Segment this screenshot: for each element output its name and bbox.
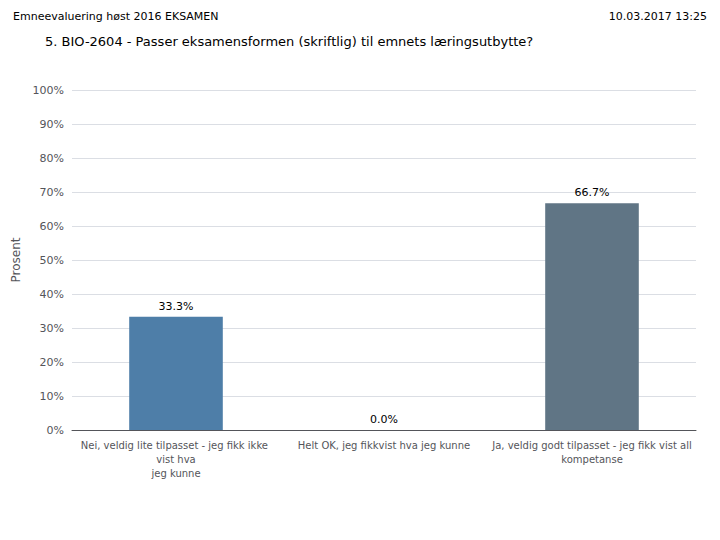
svg-text:60%: 60% xyxy=(40,220,64,233)
svg-text:30%: 30% xyxy=(40,322,64,335)
svg-text:Ja, veldig godt tilpasset - je: Ja, veldig godt tilpasset - jeg fikk vis… xyxy=(491,440,691,451)
svg-text:100%: 100% xyxy=(33,84,64,97)
svg-text:70%: 70% xyxy=(40,186,64,199)
svg-text:66.7%: 66.7% xyxy=(575,186,610,199)
svg-text:0%: 0% xyxy=(47,424,64,437)
svg-text:jeg kunne: jeg kunne xyxy=(150,468,200,479)
svg-text:50%: 50% xyxy=(40,254,64,267)
svg-text:Emneevaluering høst 2016 EKSAM: Emneevaluering høst 2016 EKSAMEN xyxy=(13,10,219,23)
svg-text:Prosent: Prosent xyxy=(9,237,23,282)
svg-text:10.03.2017 13:25: 10.03.2017 13:25 xyxy=(609,10,707,23)
svg-text:10%: 10% xyxy=(40,390,64,403)
svg-text:0.0%: 0.0% xyxy=(370,413,398,426)
svg-text:Helt OK, jeg fikkvist hva jeg: Helt OK, jeg fikkvist hva jeg kunne xyxy=(298,440,470,451)
svg-text:kompetanse: kompetanse xyxy=(561,454,623,465)
svg-text:33.3%: 33.3% xyxy=(159,300,194,313)
svg-text:vist hva: vist hva xyxy=(156,454,195,465)
svg-text:5. BIO-2604 - Passer eksamensf: 5. BIO-2604 - Passer eksamensformen (skr… xyxy=(45,34,533,49)
svg-text:Nei, veldig lite tilpasset - j: Nei, veldig lite tilpasset - jeg fikk ik… xyxy=(81,440,271,451)
svg-text:20%: 20% xyxy=(40,356,64,369)
svg-text:90%: 90% xyxy=(40,118,64,131)
svg-text:80%: 80% xyxy=(40,152,64,165)
svg-text:40%: 40% xyxy=(40,288,64,301)
